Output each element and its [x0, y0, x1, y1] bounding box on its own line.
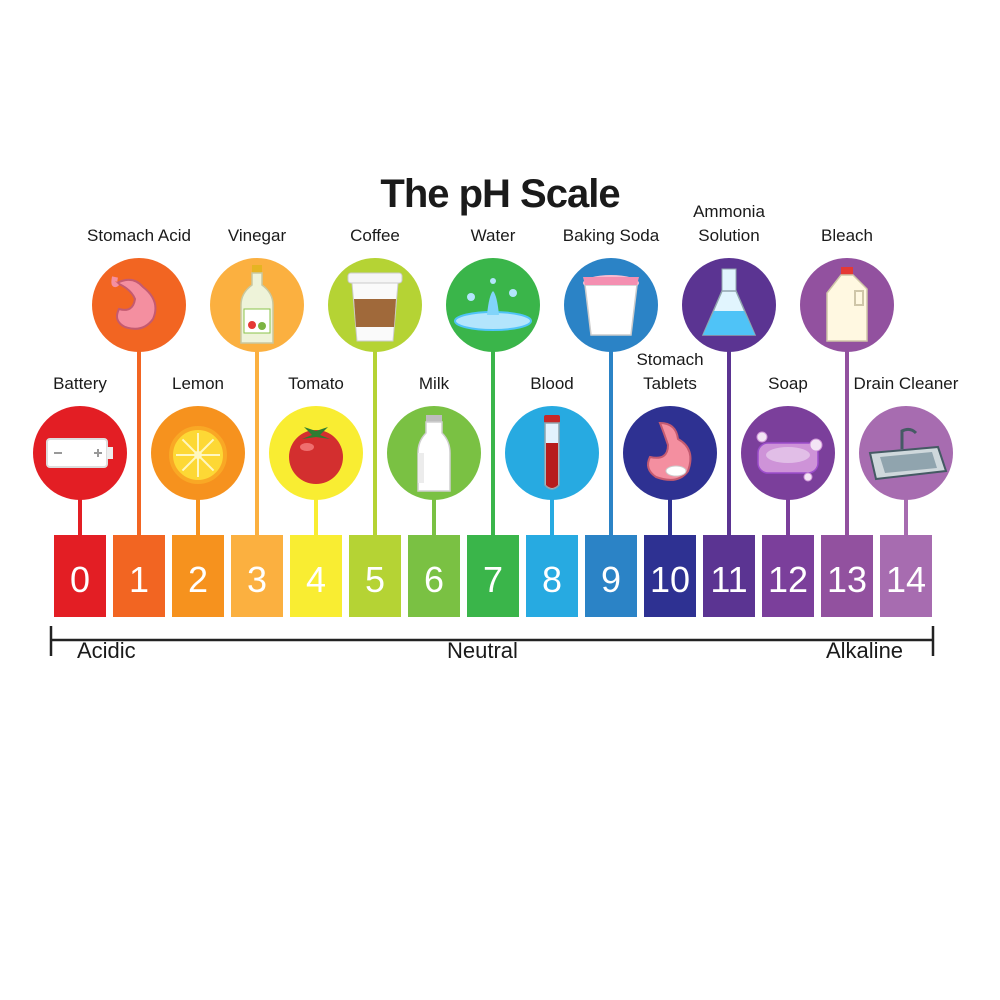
item-label-10: Stomach Tablets: [605, 348, 735, 396]
item-label-11: Ammonia Solution: [664, 200, 794, 248]
vinegar-bottle-icon: [240, 265, 274, 344]
ph-number-14: 14: [886, 559, 926, 600]
ph-number-6: 6: [424, 559, 444, 600]
ph-number-11: 11: [710, 559, 747, 600]
ph-number-0: 0: [70, 559, 90, 600]
ph-number-12: 12: [768, 559, 808, 600]
item-label-line: Solution: [698, 226, 760, 245]
sink-icon: [868, 427, 948, 481]
ph-box-3: [231, 535, 283, 617]
ph-number-13: 13: [827, 559, 867, 600]
ph-box-10: [644, 535, 696, 617]
item-label-12: Soap: [768, 374, 808, 393]
ph-box-12: [762, 535, 814, 617]
item-label-2: Lemon: [172, 374, 224, 393]
item-label-line: Ammonia: [693, 202, 765, 221]
ph-box-2: [172, 535, 224, 617]
ph-number-9: 9: [601, 559, 621, 600]
item-label-line: Stomach: [636, 350, 704, 369]
ph-box-0: [54, 535, 106, 617]
ph-number-10: 10: [650, 559, 690, 600]
ph-box-7: [467, 535, 519, 617]
soap-icon: [756, 431, 823, 482]
baking-soda-icon: [583, 275, 639, 336]
water-splash-icon: [454, 278, 532, 331]
page-title: The pH Scale: [380, 172, 620, 216]
ph-number-8: 8: [542, 559, 562, 600]
stomach-icon: [111, 276, 157, 330]
item-label-6: Milk: [418, 374, 450, 393]
item-label-0: Battery: [53, 374, 107, 393]
milk-bottle-icon: [417, 415, 451, 492]
item-label-line: Tablets: [643, 374, 697, 393]
ph-box-14: [880, 535, 932, 617]
ph-box-1: [113, 535, 165, 617]
tomato-icon: [289, 427, 343, 484]
ph-box-6: [408, 535, 460, 617]
item-label-14: Drain Cleaner: [853, 374, 959, 393]
coffee-cup-icon: [347, 272, 403, 342]
ph-number-3: 3: [247, 559, 267, 600]
stomach-tablet-icon: [647, 421, 692, 481]
bleach-jug-icon: [826, 267, 868, 342]
flask-icon: [701, 268, 757, 336]
blood-tube-icon: [544, 415, 560, 490]
ph-box-11: [703, 535, 755, 617]
battery-icon: [46, 438, 113, 468]
axis-label-acidic: Acidic: [77, 638, 136, 663]
axis-label-alkaline: Alkaline: [826, 638, 904, 663]
item-label-13: Bleach: [821, 226, 873, 245]
ph-number-5: 5: [365, 559, 385, 600]
item-label-1: Stomach Acid: [87, 226, 191, 245]
item-label-7: Water: [470, 226, 516, 245]
ph-box-5: [349, 535, 401, 617]
axis-label-neutral: Neutral: [447, 638, 518, 663]
ph-number-2: 2: [188, 559, 208, 600]
item-label-3: Vinegar: [227, 226, 287, 245]
ph-number-7: 7: [483, 559, 503, 600]
item-label-8: Blood: [530, 374, 574, 393]
ph-box-4: [290, 535, 342, 617]
ph-box-9: [585, 535, 637, 617]
lemon-icon: [169, 426, 227, 484]
item-label-4: Tomato: [288, 374, 344, 393]
ph-number-4: 4: [306, 559, 326, 600]
item-label-5: Coffee: [350, 226, 400, 245]
ph-number-1: 1: [129, 559, 149, 600]
item-label-9: Baking Soda: [562, 226, 660, 245]
ph-box-13: [821, 535, 873, 617]
ph-box-8: [526, 535, 578, 617]
